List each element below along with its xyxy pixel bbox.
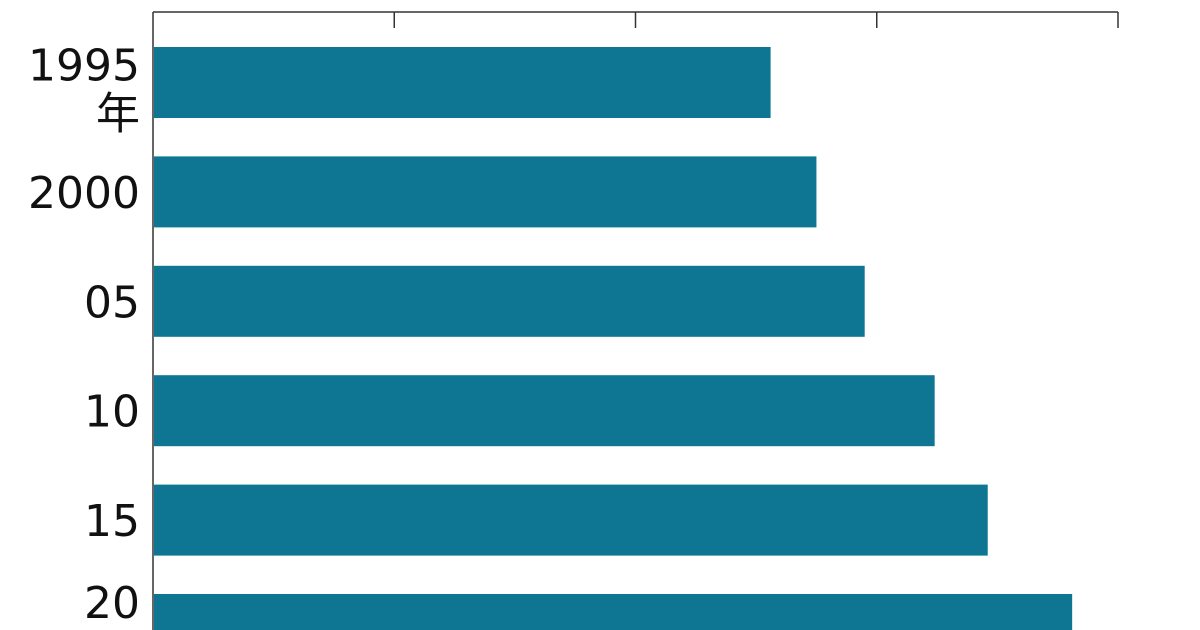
category-label: 15 <box>84 496 140 547</box>
bar <box>154 265 865 337</box>
category-label: 10 <box>84 387 140 438</box>
category-label: 20 <box>84 578 140 629</box>
category-label: 05 <box>84 277 140 328</box>
category-label: 2000 <box>28 168 140 219</box>
bar <box>154 375 935 447</box>
bar <box>154 594 1073 630</box>
category-unit-label: 年 <box>96 89 140 140</box>
bar <box>154 484 988 556</box>
bar <box>154 156 817 228</box>
category-label: 1995 <box>28 41 140 92</box>
bar <box>154 47 771 118</box>
